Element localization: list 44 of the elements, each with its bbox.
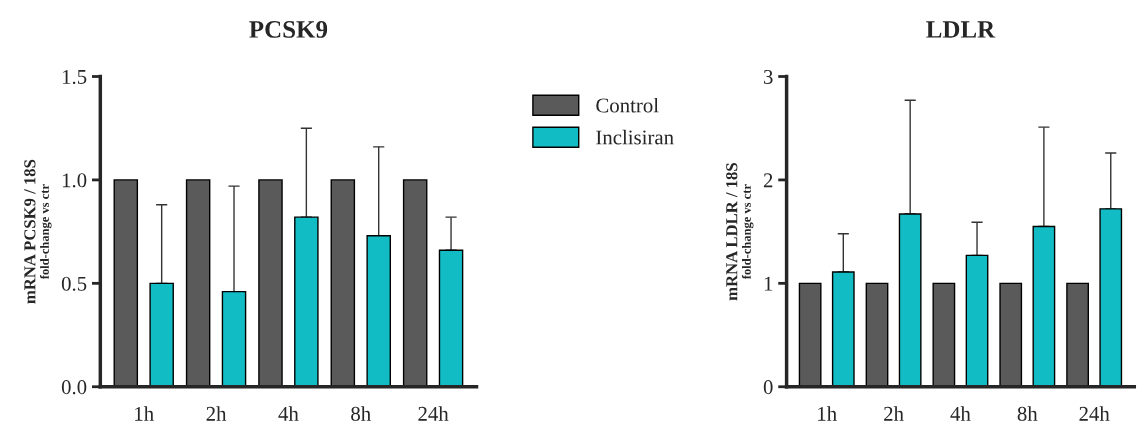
- x-tick-label: 1h: [135, 406, 154, 421]
- y-tick-label: 0: [763, 380, 773, 395]
- bar: [932, 282, 956, 387]
- chart-title: PCSK9: [249, 21, 328, 38]
- x-tick-label: 2h: [206, 406, 227, 421]
- bar: [965, 254, 989, 387]
- bar: [999, 282, 1023, 387]
- bar: [113, 179, 139, 387]
- bar: [402, 179, 428, 387]
- y-tick-label: 1.5: [62, 69, 87, 85]
- bar: [438, 249, 464, 387]
- x-tick-label: 2h: [884, 406, 904, 421]
- y-tick-label: 0.0: [61, 380, 87, 395]
- bar: [1032, 225, 1056, 387]
- bar: [1066, 282, 1089, 387]
- bar: [330, 179, 356, 387]
- y-axis-title: mRNA PCSK9 / 18S fold-change vs ctr: [24, 159, 52, 304]
- x-tick-label: 4h: [950, 406, 971, 421]
- chart-title: LDLR: [926, 21, 996, 38]
- x-tick-label: 1h: [818, 406, 837, 421]
- x-tick-label: 24h: [418, 406, 449, 421]
- x-tick-label: 4h: [278, 406, 299, 421]
- bar: [798, 282, 822, 387]
- bar: [258, 179, 283, 387]
- bar: [898, 213, 922, 387]
- y-tick-label: 2: [763, 173, 773, 188]
- bar: [185, 179, 211, 387]
- x-tick-label: 24h: [1079, 406, 1110, 421]
- bar: [865, 282, 889, 387]
- y-axis-title: mRNA LDLR / 18S fold-change vs ctr: [726, 163, 754, 301]
- legend-label: Control: [596, 97, 659, 113]
- bar: [221, 290, 247, 387]
- bar: [149, 282, 174, 387]
- y-tick-label: 1: [764, 276, 773, 291]
- bar: [1099, 208, 1123, 387]
- bar: [831, 271, 855, 387]
- bar: [294, 216, 319, 387]
- x-tick-label: 8h: [351, 406, 371, 421]
- y-tick-label: 1.0: [62, 173, 87, 188]
- y-tick-label: 3: [763, 69, 773, 84]
- legend-label: Inclisiran: [596, 129, 674, 145]
- y-tick-label: 0.5: [61, 276, 87, 291]
- x-tick-label: 8h: [1017, 406, 1038, 421]
- bar: [366, 235, 391, 387]
